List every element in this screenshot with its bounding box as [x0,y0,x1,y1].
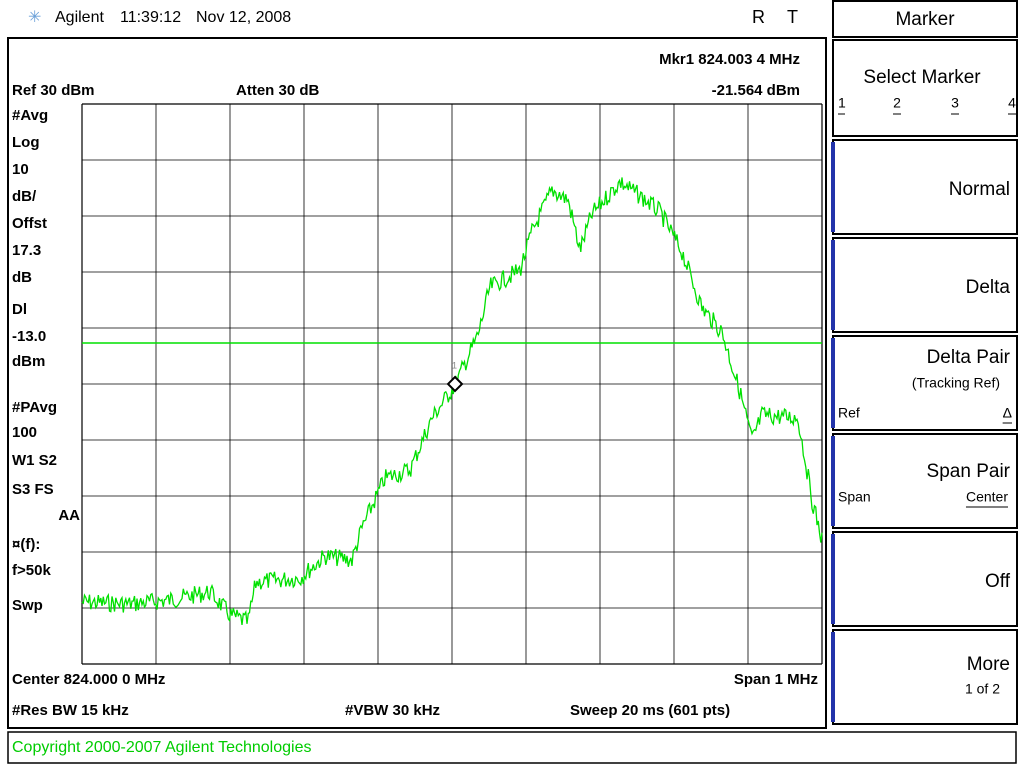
rbw: #Res BW 15 kHz [12,702,129,719]
setting-label: dBm [12,353,45,370]
menu-title: Marker [895,9,955,30]
date: Nov 12, 2008 [196,9,291,26]
setting-label: 100 [12,424,37,441]
marker-number: 1 [452,360,457,370]
graticule [81,103,823,665]
key-label: Center [966,489,1008,505]
t-indicator: T [787,7,798,27]
vbw: #VBW 30 kHz [345,702,440,719]
marker-level: -21.564 dBm [712,82,800,99]
attenuation: Atten 30 dB [236,82,320,99]
setting-label: 10 [12,161,29,178]
logo: ✳ [28,9,41,26]
key-label: 1 of 2 [965,681,1000,697]
sweep: Sweep 20 ms (601 pts) [570,702,730,719]
marker-option[interactable]: 3 [951,95,959,111]
r-indicator: R [752,7,765,27]
status-bar [7,731,1017,764]
ref-level: Ref 30 dBm [12,82,95,99]
key-label: Normal [949,179,1010,200]
soft-key[interactable] [832,237,1018,333]
span: Span 1 MHz [734,671,818,688]
setting-label: Swp [12,597,43,614]
key-label: Off [985,571,1011,592]
key-label: Ref [838,405,860,421]
key-label: Span [838,489,871,505]
display-frame [7,37,827,729]
soft-key[interactable] [832,629,1018,725]
soft-key[interactable] [832,335,1018,431]
setting-label: dB [12,269,32,286]
marker-symbol [446,375,464,393]
setting-label: Log [12,134,40,151]
key-label: Select Marker [863,67,981,88]
setting-label: -13.0 [12,328,46,345]
setting-label: S3 FS [12,481,54,498]
key-label: Delta [966,277,1011,298]
brand: Agilent [55,9,104,26]
setting-label: AA [58,507,80,524]
time: 11:39:12 [120,9,181,26]
setting-label: Offst [12,215,47,232]
key-label: Span Pair [927,461,1011,482]
key-label: More [967,654,1010,675]
soft-key[interactable] [832,139,1018,235]
menu-title-box [832,0,1018,38]
key-label: Delta Pair [927,347,1011,368]
center-frequency: Center 824.000 0 MHz [12,671,165,688]
setting-label: 17.3 [12,242,41,259]
soft-key[interactable] [832,433,1018,529]
marker-readout: Mkr1 824.003 4 MHz [659,51,800,68]
setting-label: #PAvg [12,399,57,416]
setting-label: #Avg [12,107,48,124]
setting-label: dB/ [12,188,37,205]
setting-label: Dl [12,301,27,318]
status-text: Copyright 2000-2007 Agilent Technologies [12,739,311,756]
setting-label: f>50k [12,562,51,579]
marker-option[interactable]: 2 [893,95,901,111]
soft-key[interactable] [832,531,1018,627]
marker-option[interactable]: 4 [1008,95,1016,111]
key-label: Δ [1003,405,1012,421]
setting-label: W1 S2 [12,452,57,469]
setting-label: ¤(f): [12,536,40,553]
select-marker-key[interactable] [832,39,1018,137]
key-label: (Tracking Ref) [912,375,1000,391]
marker-option[interactable]: 1 [838,95,846,111]
